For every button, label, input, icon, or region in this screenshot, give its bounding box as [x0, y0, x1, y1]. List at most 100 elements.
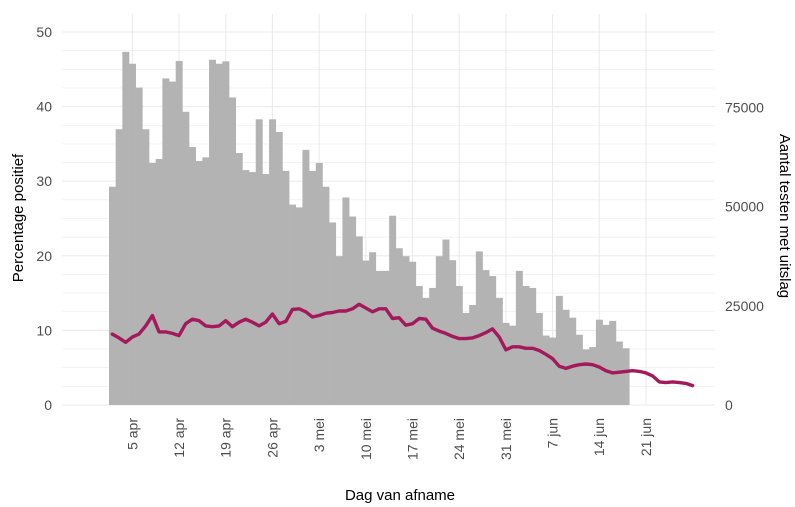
right-axis-title: Aantal testen met uitslag: [776, 134, 793, 298]
bar: [402, 256, 410, 405]
bar: [309, 170, 317, 405]
bar: [262, 174, 270, 405]
bar: [275, 131, 283, 406]
bar: [442, 239, 450, 405]
x-tick-label: 24 mei: [451, 418, 467, 460]
x-tick-label: 31 mei: [498, 418, 514, 460]
bar: [162, 78, 170, 405]
bar: [569, 317, 577, 405]
bar: [422, 297, 430, 405]
bar: [455, 285, 463, 405]
left-axis-ticks: 0 10 20 30 40 50: [36, 24, 52, 413]
bar: [249, 172, 257, 405]
bar: [609, 320, 617, 405]
bar: [349, 216, 357, 405]
bar: [322, 186, 330, 405]
bar: [129, 63, 136, 405]
bar: [175, 60, 183, 406]
x-tick-label: 19 apr: [218, 418, 234, 458]
bar: [315, 162, 323, 405]
left-tick-label: 50: [36, 24, 52, 40]
bar: [555, 295, 563, 405]
bar: [415, 285, 423, 405]
bar: [429, 287, 437, 405]
bar: [302, 149, 310, 405]
bar: [142, 129, 150, 405]
x-axis-ticks: 5 apr 12 apr 19 apr 26 apr 3 mei 10 mei 17 mei…: [124, 418, 654, 460]
left-tick-label: 0: [44, 397, 52, 413]
bar: [182, 111, 190, 405]
bar: [595, 319, 603, 405]
bar: [409, 261, 417, 405]
right-axis-ticks: 0 25000 50000 75000: [725, 99, 764, 413]
bar: [355, 236, 363, 405]
x-tick-label: 3 mei: [311, 418, 327, 452]
left-tick-label: 20: [36, 248, 52, 264]
bar: [342, 197, 350, 405]
bar: [509, 325, 517, 405]
bar: [395, 248, 403, 405]
bar: [115, 129, 123, 405]
bar: [122, 51, 130, 406]
bar: [462, 312, 470, 405]
bar: [242, 170, 250, 405]
right-tick-label: 0: [725, 397, 733, 413]
bar: [542, 335, 550, 405]
x-tick-label: 14 jun: [591, 418, 607, 456]
right-tick-label: 25000: [725, 298, 764, 314]
left-tick-label: 10: [36, 322, 52, 338]
bar: [589, 347, 597, 405]
x-tick-label: 17 mei: [405, 418, 421, 460]
bar: [562, 309, 570, 405]
bar: [582, 349, 590, 405]
line-series-percentage-positief: [110, 302, 695, 388]
right-tick-label: 50000: [725, 199, 764, 215]
bar: [449, 260, 457, 405]
bar: [202, 157, 210, 405]
bar: [535, 312, 543, 405]
bar: [389, 215, 397, 405]
bar: [375, 270, 383, 405]
bar: [295, 207, 303, 405]
right-tick-label: 75000: [725, 99, 764, 115]
bar: [135, 87, 143, 405]
bar: [215, 63, 223, 405]
bar: [549, 337, 557, 405]
bar: [469, 305, 477, 405]
bar: [222, 61, 230, 405]
bar: [362, 260, 370, 405]
bar: [495, 297, 503, 405]
left-tick-label: 40: [36, 99, 52, 115]
bar: [155, 158, 163, 405]
x-tick-label: 10 mei: [358, 418, 374, 460]
bar: [489, 276, 497, 405]
bar: [482, 270, 490, 405]
bar: [602, 324, 610, 405]
bar: [335, 256, 343, 405]
bar: [502, 322, 510, 405]
x-tick-label: 26 apr: [264, 418, 280, 458]
bar: [235, 153, 243, 405]
bar: [522, 285, 530, 405]
x-tick-label: 5 apr: [124, 418, 140, 450]
bar: [382, 270, 390, 405]
bar: [622, 348, 630, 405]
bar: [149, 162, 156, 405]
left-tick-label: 30: [36, 173, 52, 189]
x-tick-label: 12 apr: [171, 418, 187, 458]
bar: [255, 119, 263, 405]
bar: [289, 204, 297, 405]
bar: [475, 251, 483, 405]
bar: [269, 119, 277, 405]
bar: [515, 270, 523, 405]
bar: [195, 160, 203, 405]
bar: [109, 186, 116, 405]
left-axis-title: Percentage positief: [10, 153, 27, 282]
x-axis-title: Dag van afname: [345, 487, 455, 504]
bar: [369, 252, 377, 405]
bar: [575, 334, 583, 405]
bar-series-testen: [109, 51, 630, 406]
bar: [189, 147, 197, 405]
bar: [209, 59, 217, 405]
